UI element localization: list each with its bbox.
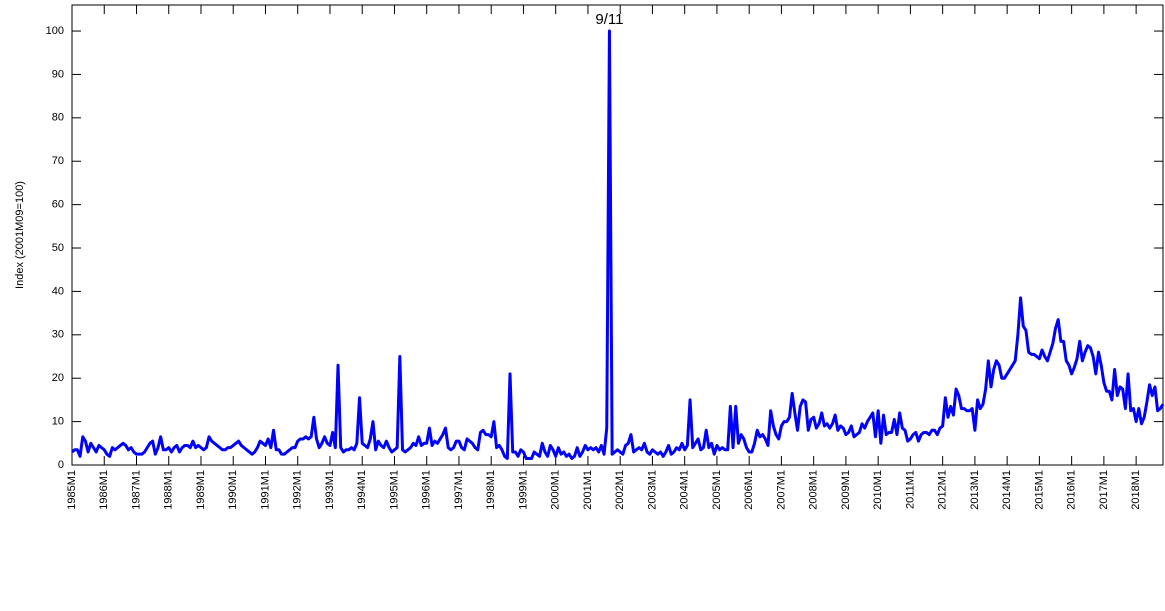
x-tick-label: 1988M1 [163,470,175,510]
x-tick-label: 2006M1 [743,470,755,510]
y-tick-label: 50 [52,242,64,254]
x-tick-label: 1996M1 [421,470,433,510]
x-tick-label: 2016M1 [1066,470,1078,510]
y-tick-label: 70 [52,155,64,167]
y-tick-label: 60 [52,199,64,211]
x-tick-label: 2010M1 [872,470,884,510]
x-tick-label: 1992M1 [292,470,304,510]
x-tick-label: 2005M1 [711,470,723,510]
y-tick-label: 40 [52,285,64,297]
x-tick-label: 1994M1 [356,470,368,510]
y-tick-label: 30 [52,329,64,341]
x-tick-label: 1997M1 [453,470,465,510]
x-tick-label: 1987M1 [130,470,142,510]
x-tick-label: 2014M1 [1001,470,1013,510]
x-tick-label: 1999M1 [517,470,529,510]
x-tick-label: 2013M1 [969,470,981,510]
x-tick-label: 2008M1 [808,470,820,510]
x-tick-label: 1989M1 [195,470,207,510]
x-tick-label: 1990M1 [227,470,239,510]
y-axis-label: Index (2001M09=100) [14,181,26,289]
x-tick-label: 2003M1 [646,470,658,510]
x-tick-label: 2017M1 [1098,470,1110,510]
line [71,29,1165,460]
x-tick-label: 1991M1 [259,470,271,510]
x-tick-label: 1985M1 [66,470,78,510]
y-tick-label: 0 [58,459,64,471]
x-tick-label: 2015M1 [1033,470,1045,510]
plot-frame [71,4,1164,466]
x-tick-label: 2002M1 [614,470,626,510]
y-tick-label: 10 [52,416,64,428]
x-tick-label: 2004M1 [679,470,691,510]
x-tick-label: 2007M1 [775,470,787,510]
y-tick-label: 20 [52,372,64,384]
x-tick-label: 2011M1 [904,470,916,509]
x-tick-label: 2009M1 [840,470,852,510]
x-tick-label: 2012M1 [937,470,949,510]
y-tick-label: 80 [52,112,64,124]
x-tick-label: 1995M1 [388,470,400,510]
x-tick-label: 1993M1 [324,470,336,510]
x-tick-label: 1998M1 [485,470,497,510]
y-tick-label: 100 [46,25,64,37]
x-tick-label: 2001M1 [582,470,594,510]
annotation: 9/11 [595,11,623,28]
x-tick-label: 2000M1 [550,470,562,510]
x-tick-label: 2018M1 [1130,470,1142,510]
y-tick-label: 90 [52,68,64,80]
x-tick-label: 1986M1 [98,470,110,510]
